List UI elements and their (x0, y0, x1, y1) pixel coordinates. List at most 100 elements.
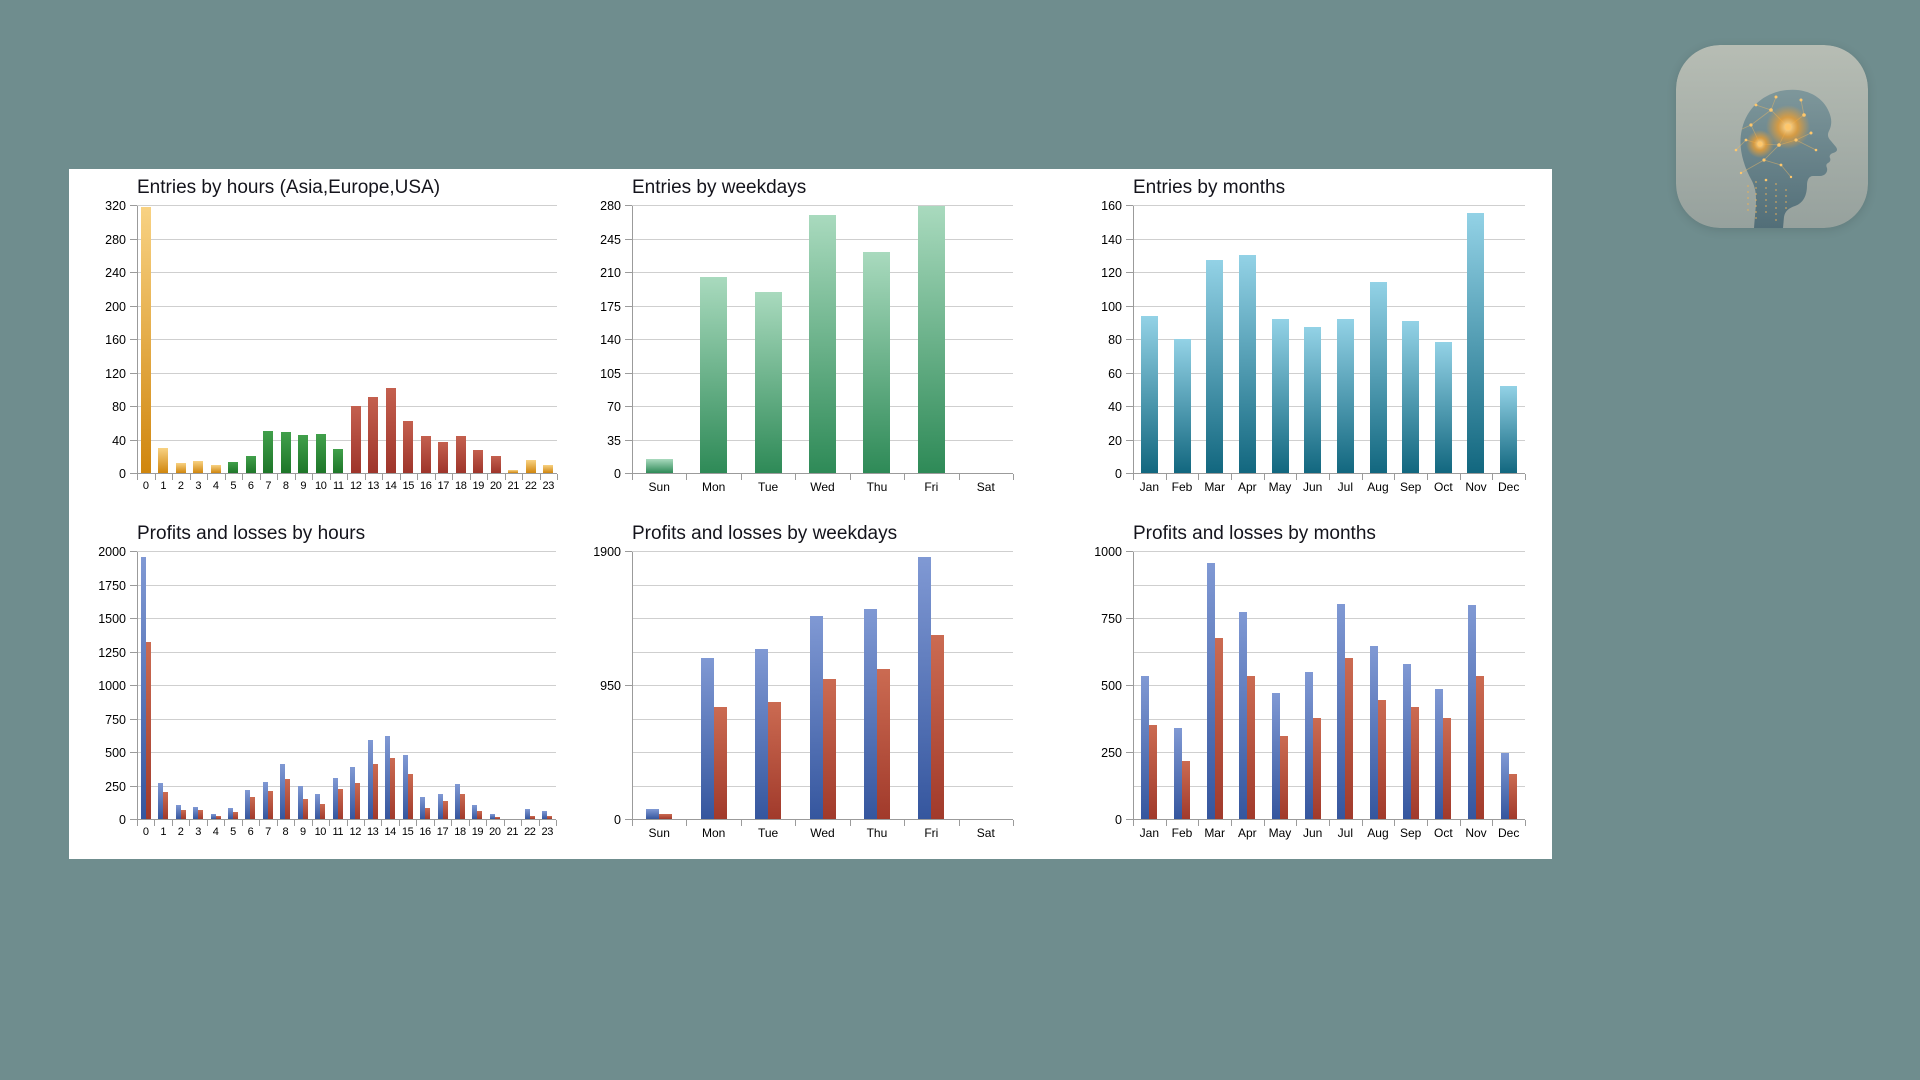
x-axis-label: 12 (349, 826, 362, 838)
gridline (1133, 651, 1525, 653)
gridline (1133, 551, 1525, 552)
x-axis-label: 3 (195, 826, 201, 838)
x-axis-label: 7 (265, 826, 271, 838)
x-axis-label: 17 (437, 480, 450, 492)
x-tick (294, 820, 295, 826)
y-tick (1126, 685, 1133, 686)
bar (316, 434, 326, 473)
charts-panel: Entries by hours (Asia,Europe,USA) 0 40 80… (69, 169, 1552, 859)
y-axis-label: 120 (105, 366, 126, 381)
x-axis-label: 19 (471, 826, 484, 838)
x-tick (522, 474, 523, 480)
bar (438, 442, 448, 473)
y-tick (130, 752, 137, 753)
y-axis-label: 100 (1101, 299, 1122, 314)
bar (333, 778, 338, 819)
x-tick (154, 820, 155, 826)
bar (408, 774, 413, 819)
x-tick (1362, 820, 1363, 826)
bar (158, 448, 168, 473)
gridline (1133, 238, 1525, 240)
x-tick (1329, 820, 1330, 826)
bar (646, 459, 673, 473)
x-axis-label: Feb (1171, 826, 1193, 840)
bar (298, 435, 308, 473)
x-tick (330, 474, 331, 480)
bar (141, 557, 146, 819)
gridline (137, 339, 557, 340)
bar (543, 465, 553, 473)
bar (1345, 658, 1353, 819)
y-axis-label: 1900 (593, 545, 621, 559)
x-axis-label: Sep (1399, 480, 1422, 494)
y-axis-label: 40 (112, 433, 126, 448)
bar (146, 642, 151, 819)
y-axis-line (632, 206, 633, 479)
x-tick (207, 474, 208, 480)
gridline (137, 238, 557, 240)
x-axis-label: 23 (542, 480, 555, 492)
y-tick (1126, 272, 1133, 273)
chart-title: Entries by weekdays (632, 177, 807, 198)
x-axis-label: 0 (142, 826, 149, 838)
y-tick (1126, 752, 1133, 753)
y-axis-label: 210 (600, 266, 621, 280)
bar (1500, 386, 1517, 473)
y-tick (1126, 551, 1133, 552)
x-tick (1460, 474, 1461, 480)
x-tick (365, 474, 366, 480)
app-icon[interactable] (1676, 45, 1868, 228)
y-tick (130, 551, 137, 552)
x-axis-label: 14 (385, 480, 397, 492)
x-tick (137, 820, 138, 826)
gridline (1133, 439, 1525, 441)
y-axis-label: 280 (105, 232, 126, 247)
bar (1467, 213, 1484, 473)
gridline (632, 205, 1013, 206)
x-tick (1492, 820, 1493, 826)
gridline (1133, 205, 1525, 206)
y-axis-label: 70 (607, 400, 621, 414)
y-axis-line (1133, 206, 1134, 479)
chart-plot: 0 40 80 120 160 200 240 280 320 0 1 2 3 4 5 6 7 8 9 10 11 12 1… (105, 199, 558, 492)
bar (176, 805, 181, 819)
x-tick (1231, 820, 1232, 826)
x-tick (190, 474, 191, 480)
x-tick (172, 820, 173, 826)
gridline (137, 752, 556, 753)
bar (320, 804, 325, 819)
x-axis-label: 6 (247, 826, 254, 838)
bar (1403, 664, 1411, 819)
bar (285, 779, 290, 819)
bar (460, 794, 465, 819)
bar (198, 810, 203, 819)
y-axis-label: 105 (600, 366, 621, 381)
x-tick (1231, 474, 1232, 480)
x-tick (260, 474, 261, 480)
x-tick (470, 474, 471, 480)
bar (1141, 316, 1158, 473)
gridline (1133, 406, 1525, 407)
x-axis-label: 7 (265, 480, 272, 492)
x-tick (795, 820, 796, 826)
y-tick (1126, 406, 1133, 407)
chart-title: Profits and losses by months (1133, 523, 1376, 544)
x-axis-label: Apr (1237, 480, 1257, 494)
x-axis-label: Sep (1399, 826, 1422, 840)
bar (701, 658, 714, 819)
y-axis-line (137, 206, 138, 479)
x-axis-line (137, 819, 556, 820)
y-axis-label: 1500 (98, 612, 126, 626)
bar (755, 292, 782, 473)
y-axis-label: 0 (119, 813, 126, 827)
chart-title: Entries by months (1133, 177, 1286, 198)
y-tick (625, 238, 632, 240)
y-axis-label: 1250 (98, 645, 126, 660)
x-tick (1394, 820, 1395, 826)
bar (263, 431, 273, 473)
x-axis-line (632, 819, 1013, 820)
bar (425, 808, 430, 819)
bar (193, 461, 203, 473)
bar (1378, 700, 1386, 819)
x-axis-label: Sun (648, 480, 670, 494)
